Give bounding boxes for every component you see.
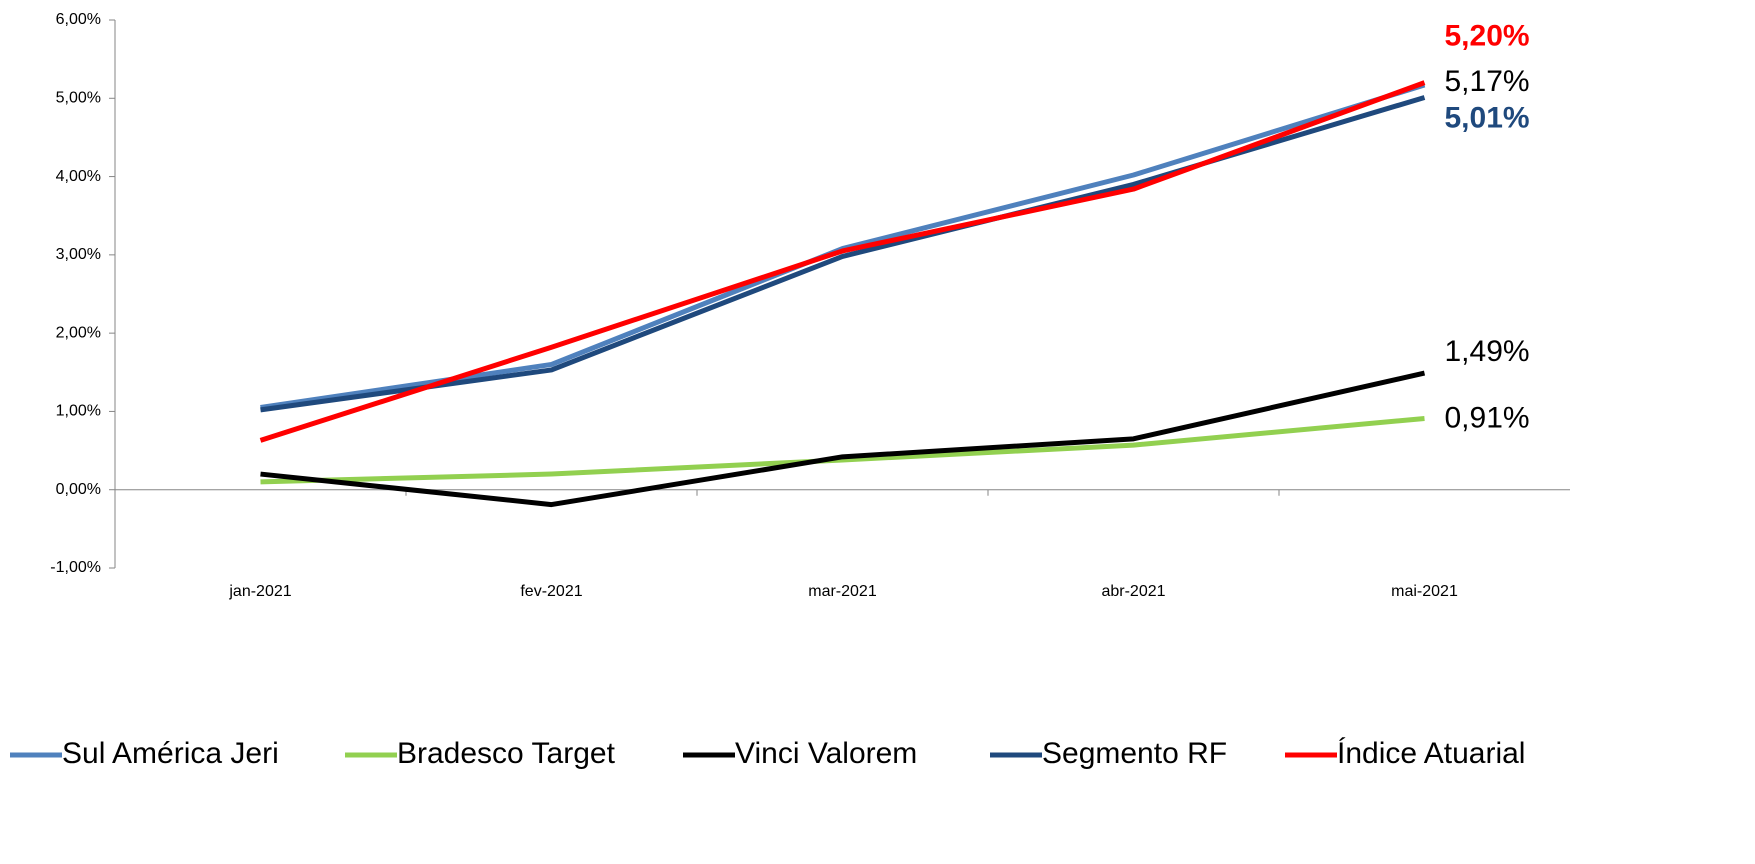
y-tick-label: 5,00% (56, 90, 101, 107)
value-label: 5,17% (1445, 65, 1530, 98)
legend-label: Índice Atuarial (1337, 737, 1525, 770)
x-tick-label: abr-2021 (1101, 583, 1165, 600)
value-label: 5,01% (1445, 101, 1530, 134)
legend-label: Vinci Valorem (735, 737, 917, 770)
y-tick-label: 1,00% (56, 403, 101, 420)
x-tick-label: jan-2021 (228, 583, 291, 600)
x-tick-label: fev-2021 (520, 583, 582, 600)
x-tick-label: mar-2021 (808, 583, 877, 600)
series-line (260, 370, 1426, 508)
value-label: 1,49% (1445, 335, 1530, 368)
y-tick-label: 0,00% (56, 481, 101, 498)
y-tick-label: 6,00% (56, 11, 101, 28)
value-label: 5,20% (1445, 20, 1530, 53)
series-line (260, 82, 1426, 410)
y-tick-label: -1,00% (50, 559, 101, 576)
y-tick-label: 4,00% (56, 168, 101, 185)
series-line (260, 415, 1425, 485)
legend-label: Segmento RF (1042, 737, 1227, 770)
x-tick-label: mai-2021 (1391, 583, 1458, 600)
value-label: 0,91% (1445, 401, 1530, 434)
legend-label: Sul América Jeri (62, 737, 279, 770)
y-tick-label: 3,00% (56, 246, 101, 263)
y-tick-label: 2,00% (56, 324, 101, 341)
series-line (259, 80, 1426, 443)
legend-label: Bradesco Target (397, 737, 616, 770)
